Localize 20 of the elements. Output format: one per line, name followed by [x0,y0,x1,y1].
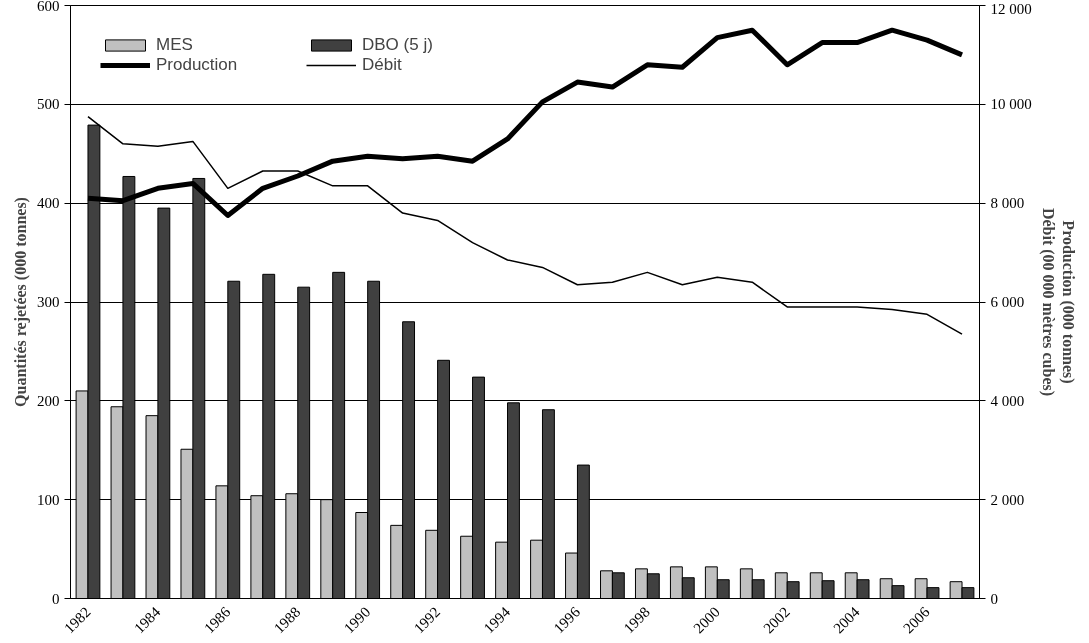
y-axis-title: Quantités rejetées (000 tonnes) [12,197,30,407]
y2-tick-label: 10 000 [990,96,1032,113]
y2-tick-label: 2 000 [990,491,1025,508]
legend-label: MES [156,35,194,55]
y2-axis-title: Production (000 tonnes) Débit (00 000 mètres cubes) [1038,207,1078,397]
legend-label: Production [156,55,239,75]
y-tick-label: 100 [37,491,60,508]
y2-tick-label: 6 000 [990,294,1025,310]
y-tick-label: 600 [37,0,60,14]
y-tick-label: 500 [37,96,60,113]
y2-tick-label: 8 000 [990,195,1025,212]
y-tick-label: 300 [37,294,60,310]
y2-tick-label: 12 000 [990,0,1032,17]
legend-label: Débit [362,55,403,75]
y2-tick-label: 0 [990,590,998,607]
y-tick-label: 0 [52,590,60,607]
y2-tick-label: 4 000 [990,392,1025,409]
legend-label: DBO (5 j) [362,35,434,55]
y-tick-label: 200 [37,392,60,409]
y-tick-label: 400 [37,195,60,212]
